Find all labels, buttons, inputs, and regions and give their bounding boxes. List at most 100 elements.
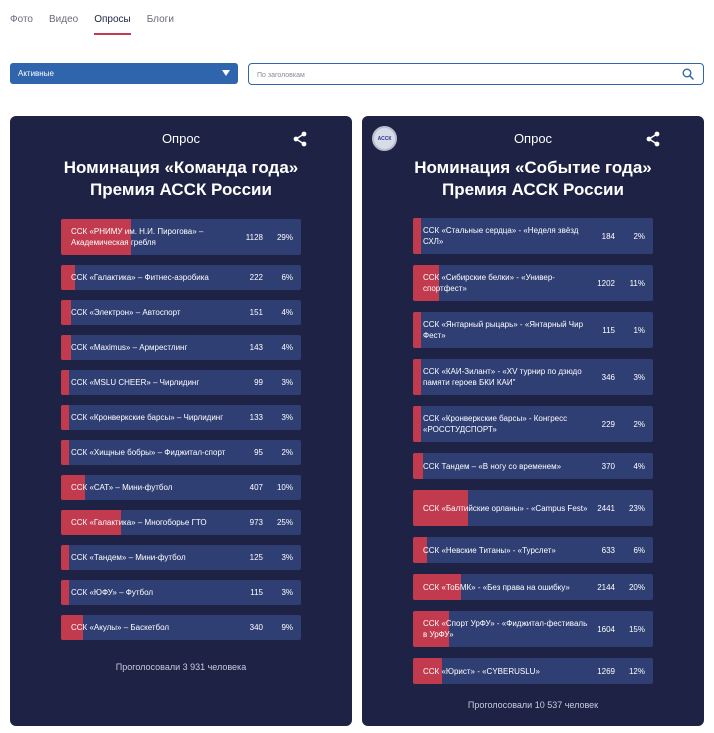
poll-option-content: ССК «Электрон» – Автоспорт 151 4% <box>61 300 301 325</box>
poll-option[interactable]: ССК «Юрист» - «CYBERUSLU» 1269 12% <box>413 658 653 684</box>
poll-option-percent: 12% <box>628 666 645 676</box>
search-icon[interactable] <box>682 68 694 80</box>
poll-option[interactable]: ССК «Кронверкские барсы» – Чирлидинг 133 3… <box>61 405 301 430</box>
poll-option-count: 99 <box>254 378 263 387</box>
poll-option-content: ССК «ТоБМК» - «Без права на ошибку» 2144 2… <box>413 574 653 600</box>
poll-option[interactable]: ССК «Балтийские орланы» - «Campus Fest» 2… <box>413 490 653 526</box>
poll-option-content: ССК «Балтийские орланы» - «Campus Fest» 2… <box>413 490 653 526</box>
search-input[interactable] <box>249 65 669 86</box>
poll-options: ССК «Стальные сердца» - «Неделя звёзд СХ… <box>413 218 653 695</box>
poll-option-content: ССК «САТ» – Мини-футбол 407 10% <box>61 475 301 500</box>
poll-option[interactable]: ССК «ТоБМК» - «Без права на ошибку» 2144 2… <box>413 574 653 600</box>
poll-option-count: 133 <box>249 413 263 422</box>
poll-option[interactable]: ССК «Галактика» – Многоборье ГТО 973 25% <box>61 510 301 535</box>
poll-option-label: ССК «Кронверкские барсы» - Конгресс «РОС… <box>423 414 568 434</box>
poll-option-count: 407 <box>249 483 263 492</box>
vote-share-bar <box>61 265 76 290</box>
poll-option[interactable]: ССК «РНИМУ им. Н.И. Пирогова» – Академич… <box>61 219 301 255</box>
share-icon[interactable] <box>646 131 660 147</box>
poll-option[interactable]: ССК «ЮФУ» – Футбол 115 3% <box>61 580 301 605</box>
poll-option[interactable]: ССК Тандем – «В ногу со временем» 370 4% <box>413 453 653 479</box>
vote-share-bar <box>61 440 70 465</box>
poll-option[interactable]: ССК «Электрон» – Автоспорт 151 4% <box>61 300 301 325</box>
vote-share-bar <box>61 475 85 500</box>
poll-option-percent: 9% <box>281 623 293 632</box>
votes-total: Проголосовали 3 931 человека <box>115 662 247 672</box>
poll-option-percent: 20% <box>628 582 645 592</box>
poll-option-label: ССК «КАИ-Зилант» - «XV турнир по дзюдо п… <box>423 367 582 387</box>
poll-card-team-of-year: Опрос Номинация «Команда года» Премия АС… <box>10 116 352 726</box>
poll-option-label: ССК «САТ» – Мини-футбол <box>71 483 173 492</box>
poll-option[interactable]: ССК «Maximus» – Армрестлинг 143 4% <box>61 335 301 360</box>
poll-option[interactable]: ССК «САТ» – Мини-футбол 407 10% <box>61 475 301 500</box>
poll-option-percent: 2% <box>633 231 645 241</box>
media-tabs: Фото Видео Опросы Блоги <box>10 14 190 35</box>
poll-card-label: Опрос <box>161 131 201 146</box>
poll-option[interactable]: ССК «Стальные сердца» - «Неделя звёзд СХ… <box>413 218 653 254</box>
poll-title-line-1: Номинация «Команда года» <box>63 158 299 177</box>
poll-options: ССК «РНИМУ им. Н.И. Пирогова» – Академич… <box>61 219 301 650</box>
poll-option-percent: 3% <box>281 378 293 387</box>
poll-option[interactable]: ССК «Спорт УрФУ» - «Фиджитал-фестиваль в… <box>413 611 653 647</box>
poll-title: Номинация «Команда года» Премия АССК Рос… <box>10 157 352 201</box>
poll-option-content: ССК «Галактика» – Фитнес-аэробика 222 6% <box>61 265 301 290</box>
poll-option-content: ССК «MSLU CHEER» – Чирлидинг 99 3% <box>61 370 301 395</box>
poll-option-count: 1269 <box>597 666 615 676</box>
poll-option-content: ССК «ЮФУ» – Футбол 115 3% <box>61 580 301 605</box>
poll-option-label: ССК «Балтийские орланы» - «Campus Fest» <box>423 503 588 513</box>
status-filter-select[interactable]: Активные <box>10 63 238 84</box>
tab-photo[interactable]: Фото <box>10 14 33 25</box>
tab-video[interactable]: Видео <box>48 14 79 25</box>
poll-option[interactable]: ССК «Невские Титаны» - «Турслет» 633 6% <box>413 537 653 563</box>
poll-option[interactable]: ССК «Кронверкские барсы» - Конгресс «РОС… <box>413 406 653 442</box>
poll-title: Номинация «Событие года» Премия АССК Рос… <box>362 157 704 201</box>
vote-share-bar <box>61 510 121 535</box>
poll-option-label: ССК «Акулы» – Баскетбол <box>71 623 170 632</box>
poll-option-label: ССК Тандем – «В ногу со временем» <box>423 461 562 471</box>
poll-option[interactable]: ССК «КАИ-Зилант» - «XV турнир по дзюдо п… <box>413 359 653 395</box>
poll-option-count: 125 <box>249 553 263 562</box>
poll-option-content: ССК «Янтарный рыцарь» - «Янтарный Чир Фе… <box>413 312 653 348</box>
poll-option-count: 1604 <box>597 624 615 634</box>
poll-option-count: 973 <box>249 518 263 527</box>
poll-option-percent: 3% <box>281 553 293 562</box>
share-icon[interactable] <box>293 131 307 147</box>
poll-option-label: ССК «ТоБМК» - «Без права на ошибку» <box>423 582 570 592</box>
vote-share-bar <box>413 490 469 526</box>
poll-option-content: ССК «Кронверкские барсы» – Чирлидинг 133 3… <box>61 405 301 430</box>
poll-option-percent: 6% <box>281 273 293 282</box>
poll-option[interactable]: ССК «Галактика» – Фитнес-аэробика 222 6% <box>61 265 301 290</box>
vote-share-bar <box>61 370 70 395</box>
poll-option-label: ССК «Галактика» – Многоборье ГТО <box>71 518 207 527</box>
poll-option[interactable]: ССК «Янтарный рыцарь» - «Янтарный Чир Фе… <box>413 312 653 348</box>
vote-share-bar <box>413 218 422 254</box>
poll-option-count: 370 <box>601 461 615 471</box>
vote-share-bar <box>61 335 71 360</box>
poll-option-content: ССК «Хищные бобры» – Фиджитал-спорт 95 2% <box>61 440 301 465</box>
poll-option-content: ССК «Сибирские белки» - «Универ-спортфес… <box>413 265 653 301</box>
tab-polls[interactable]: Опросы <box>94 14 131 35</box>
poll-option-label: ССК «Кронверкские барсы» – Чирлидинг <box>71 413 224 422</box>
poll-option-count: 115 <box>250 588 263 597</box>
poll-option-count: 143 <box>249 343 263 352</box>
tab-blogs[interactable]: Блоги <box>146 14 174 25</box>
vote-share-bar <box>413 574 461 600</box>
poll-option[interactable]: ССК «Хищные бобры» – Фиджитал-спорт 95 2% <box>61 440 301 465</box>
vote-share-bar <box>61 580 70 605</box>
poll-option[interactable]: ССК «Тандем» – Мини-футбол 125 3% <box>61 545 301 570</box>
poll-option-label: ССК «ЮФУ» – Футбол <box>71 588 154 597</box>
poll-option-percent: 3% <box>281 413 293 422</box>
vote-share-bar <box>413 406 422 442</box>
poll-option-content: ССК «Юрист» - «CYBERUSLU» 1269 12% <box>413 658 653 684</box>
poll-option[interactable]: ССК «Сибирские белки» - «Универ-спортфес… <box>413 265 653 301</box>
poll-option[interactable]: ССК «MSLU CHEER» – Чирлидинг 99 3% <box>61 370 301 395</box>
poll-option-label: ССК «Сибирские белки» - «Универ-спортфес… <box>423 273 555 293</box>
poll-option-content: ССК «Стальные сердца» - «Неделя звёзд СХ… <box>413 218 653 254</box>
poll-option-label: ССК «MSLU CHEER» – Чирлидинг <box>71 378 200 387</box>
vote-share-bar <box>61 615 83 640</box>
poll-option-percent: 11% <box>629 278 645 288</box>
vote-share-bar <box>61 405 70 430</box>
poll-title-line-1: Номинация «Событие года» <box>414 158 652 177</box>
vote-share-bar <box>413 658 442 684</box>
poll-option[interactable]: ССК «Акулы» – Баскетбол 340 9% <box>61 615 301 640</box>
